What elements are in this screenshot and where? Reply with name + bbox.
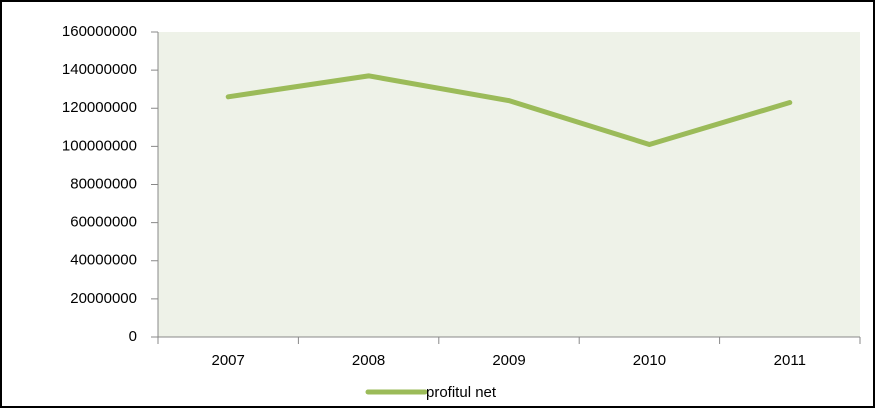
y-tick-label: 20000000 <box>70 290 137 307</box>
y-tick-label: 140000000 <box>62 61 137 78</box>
y-tick-label: 120000000 <box>62 99 137 116</box>
x-tick-label: 2007 <box>212 352 245 369</box>
y-tick-label: 100000000 <box>62 137 137 154</box>
x-tick-label: 2009 <box>492 352 525 369</box>
plot-area <box>158 32 860 337</box>
y-tick-label: 80000000 <box>70 175 137 192</box>
y-tick-label: 40000000 <box>70 252 137 269</box>
x-tick-label: 2011 <box>774 352 806 369</box>
y-tick-label: 0 <box>129 328 137 345</box>
y-tick-label: 160000000 <box>62 23 137 40</box>
line-series <box>225 73 793 147</box>
x-tick-label: 2008 <box>352 352 385 369</box>
x-tick-label: 2010 <box>633 352 666 369</box>
legend-label: profitul net <box>426 384 497 401</box>
y-tick-label: 60000000 <box>70 214 137 231</box>
